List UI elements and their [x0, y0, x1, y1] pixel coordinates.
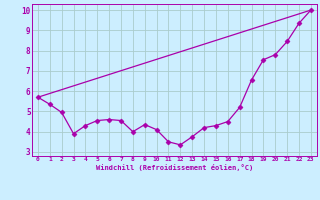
- X-axis label: Windchill (Refroidissement éolien,°C): Windchill (Refroidissement éolien,°C): [96, 164, 253, 171]
